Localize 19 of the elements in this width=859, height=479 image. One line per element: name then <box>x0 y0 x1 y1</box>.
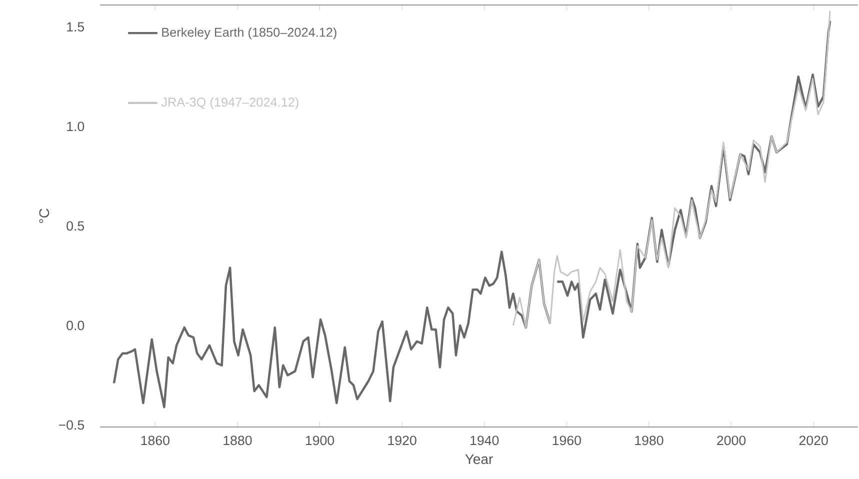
x-tick-label: 1880 <box>224 436 252 446</box>
x-tick-label: 1960 <box>552 436 581 446</box>
y-tick-label: −0.5 <box>58 420 84 430</box>
y-tick-label: 1.0 <box>67 122 84 132</box>
x-tick-label: 2020 <box>799 436 828 446</box>
y-tick-label: 0.5 <box>66 221 84 231</box>
x-tick-label: 1920 <box>388 436 416 446</box>
legend-label: JRA-3Q (1947–2024.12) <box>161 97 298 110</box>
x-tick-label: 1940 <box>470 436 499 446</box>
y-tick-label: 1.5 <box>67 22 84 32</box>
x-tick-label: 1900 <box>306 436 334 446</box>
y-tick-label: 0.0 <box>66 320 84 330</box>
x-tick-label: 1860 <box>141 436 170 446</box>
x-tick-label: 1980 <box>635 436 664 446</box>
line-series <box>512 10 831 328</box>
legend-label: Berkeley Earth (1850–2024.12) <box>162 27 336 40</box>
x-axis-title: Year <box>465 454 493 464</box>
x-tick-label: 2000 <box>717 436 746 446</box>
y-axis-title: °C <box>39 208 50 224</box>
